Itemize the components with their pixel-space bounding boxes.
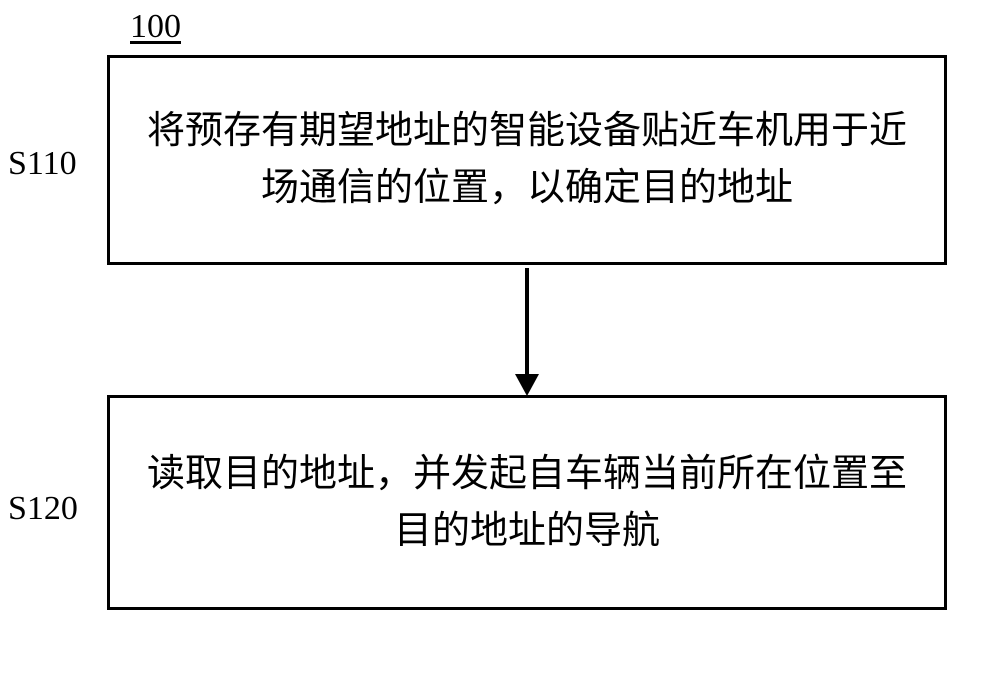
- figure-number-label: 100: [130, 8, 181, 46]
- step-text-s120: 读取目的地址，并发起自车辆当前所在位置至目的地址的导航: [140, 446, 914, 560]
- arrow-line: [525, 268, 529, 376]
- step-box-s110: 将预存有期望地址的智能设备贴近车机用于近场通信的位置，以确定目的地址: [107, 55, 947, 265]
- arrow-head-icon: [515, 374, 539, 396]
- step-box-s120: 读取目的地址，并发起自车辆当前所在位置至目的地址的导航: [107, 395, 947, 610]
- step-label-s120: S120: [8, 490, 78, 528]
- step-text-s110: 将预存有期望地址的智能设备贴近车机用于近场通信的位置，以确定目的地址: [140, 103, 914, 217]
- step-label-s110: S110: [8, 145, 77, 183]
